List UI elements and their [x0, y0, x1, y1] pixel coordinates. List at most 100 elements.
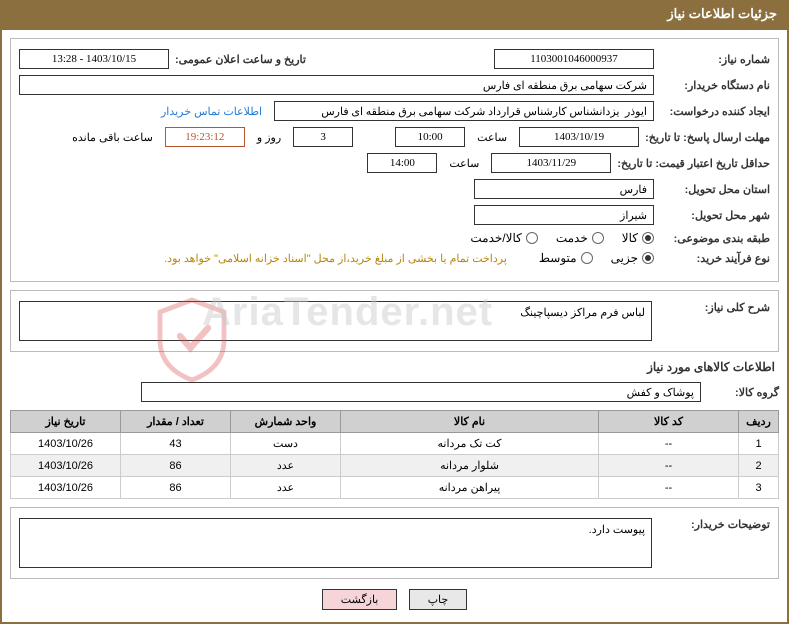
- table-cell: 2: [739, 455, 779, 477]
- payment-note: پرداخت تمام یا بخشی از مبلغ خرید،از محل …: [164, 252, 507, 265]
- purchase-type-radio-group: جزیی متوسط: [539, 251, 654, 265]
- validity-time-input[interactable]: [367, 153, 437, 173]
- back-button[interactable]: بازگشت: [322, 589, 398, 610]
- general-desc-label: شرح کلی نیاز:: [660, 301, 770, 314]
- page-title: جزئیات اطلاعات نیاز: [667, 6, 777, 21]
- announce-input[interactable]: [19, 49, 169, 69]
- table-header: ردیفکد کالانام کالاواحد شمارشتعداد / مقد…: [11, 411, 779, 433]
- radio-goods[interactable]: کالا: [622, 231, 654, 245]
- row-need-number: شماره نیاز: تاریخ و ساعت اعلان عمومی:: [19, 49, 770, 69]
- table-cell: --: [599, 477, 739, 499]
- row-buyer-org: نام دستگاه خریدار:: [19, 75, 770, 95]
- buyer-notes-section: توضیحات خریدار: پیوست دارد.: [10, 507, 779, 579]
- table-cell: 86: [121, 477, 231, 499]
- city-label: شهر محل تحویل:: [660, 209, 770, 222]
- radio-goods-service-label: کالا/خدمت: [470, 231, 521, 245]
- row-category: طبقه بندی موضوعی: کالا خدمت کالا/خدمت: [19, 231, 770, 245]
- table-row: 2--شلوار مردانهعدد861403/10/26: [11, 455, 779, 477]
- radio-service-label: خدمت: [556, 231, 588, 245]
- province-input[interactable]: [474, 179, 654, 199]
- countdown-input: [165, 127, 245, 147]
- table-cell: 1: [739, 433, 779, 455]
- buyer-org-label: نام دستگاه خریدار:: [660, 79, 770, 92]
- days-label: روز و: [257, 131, 281, 144]
- radio-small-label: جزیی: [611, 251, 638, 265]
- city-input[interactable]: [474, 205, 654, 225]
- row-deadline: مهلت ارسال پاسخ: تا تاریخ: ساعت روز و سا…: [19, 127, 770, 147]
- table-col-3: واحد شمارش: [231, 411, 341, 433]
- goods-table: ردیفکد کالانام کالاواحد شمارشتعداد / مقد…: [10, 410, 779, 499]
- need-number-input[interactable]: [494, 49, 654, 69]
- table-cell: 1403/10/26: [11, 455, 121, 477]
- requester-label: ایجاد کننده درخواست:: [660, 105, 770, 118]
- table-body: 1--کت تک مردانهدست431403/10/262--شلوار م…: [11, 433, 779, 499]
- buyer-notes-input[interactable]: پیوست دارد.: [19, 518, 652, 568]
- form-details-section: شماره نیاز: تاریخ و ساعت اعلان عمومی: نا…: [10, 38, 779, 282]
- validity-date-input[interactable]: [491, 153, 611, 173]
- print-button[interactable]: چاپ: [409, 589, 468, 610]
- button-row: چاپ بازگشت: [10, 579, 779, 614]
- table-col-4: تعداد / مقدار: [121, 411, 231, 433]
- table-cell: 86: [121, 455, 231, 477]
- table-cell: --: [599, 433, 739, 455]
- table-col-1: کد کالا: [599, 411, 739, 433]
- need-number-label: شماره نیاز:: [660, 53, 770, 66]
- goods-section-title: اطلاعات کالاهای مورد نیاز: [14, 360, 775, 374]
- table-cell: 1403/10/26: [11, 433, 121, 455]
- table-cell: پیراهن مردانه: [341, 477, 599, 499]
- row-group: گروه کالا:: [10, 382, 779, 402]
- table-cell: عدد: [231, 477, 341, 499]
- table-cell: دست: [231, 433, 341, 455]
- time-label-1: ساعت: [477, 131, 507, 144]
- general-desc-section: شرح کلی نیاز: لباس فرم مراکز دیسپاچینگ: [10, 290, 779, 352]
- radio-medium-label: متوسط: [539, 251, 577, 265]
- contact-link[interactable]: اطلاعات تماس خریدار: [161, 105, 262, 118]
- radio-medium-circle: [581, 252, 593, 264]
- radio-small-circle: [642, 252, 654, 264]
- deadline-date-input[interactable]: [519, 127, 639, 147]
- page-header: جزئیات اطلاعات نیاز: [0, 0, 789, 28]
- main-container: AriaTender.net شماره نیاز: تاریخ و ساعت …: [0, 28, 789, 624]
- table-col-0: ردیف: [739, 411, 779, 433]
- category-label: طبقه بندی موضوعی:: [660, 232, 770, 245]
- table-col-5: تاریخ نیاز: [11, 411, 121, 433]
- province-label: استان محل تحویل:: [660, 183, 770, 196]
- table-row: 1--کت تک مردانهدست431403/10/26: [11, 433, 779, 455]
- radio-goods-service-circle: [526, 232, 538, 244]
- table-cell: عدد: [231, 455, 341, 477]
- purchase-type-label: نوع فرآیند خرید:: [660, 252, 770, 265]
- watermark-shield-icon: [152, 295, 232, 385]
- group-input[interactable]: [141, 382, 701, 402]
- row-purchase-type: نوع فرآیند خرید: جزیی متوسط پرداخت تمام …: [19, 251, 770, 265]
- radio-service-circle: [592, 232, 604, 244]
- deadline-label: مهلت ارسال پاسخ: تا تاریخ:: [645, 131, 770, 144]
- announce-label: تاریخ و ساعت اعلان عمومی:: [175, 53, 306, 66]
- radio-goods-circle: [642, 232, 654, 244]
- table-cell: 43: [121, 433, 231, 455]
- radio-goods-label: کالا: [622, 231, 638, 245]
- table-cell: شلوار مردانه: [341, 455, 599, 477]
- buyer-notes-label: توضیحات خریدار:: [660, 518, 770, 531]
- requester-input[interactable]: [274, 101, 654, 121]
- table-cell: کت تک مردانه: [341, 433, 599, 455]
- remaining-label: ساعت باقی مانده: [72, 131, 153, 144]
- table-cell: 3: [739, 477, 779, 499]
- validity-label: حداقل تاریخ اعتبار قیمت: تا تاریخ:: [617, 157, 770, 170]
- radio-service[interactable]: خدمت: [556, 231, 604, 245]
- radio-small[interactable]: جزیی: [611, 251, 654, 265]
- table-col-2: نام کالا: [341, 411, 599, 433]
- group-label: گروه کالا:: [709, 386, 779, 399]
- time-label-2: ساعت: [449, 157, 479, 170]
- table-row: 3--پیراهن مردانهعدد861403/10/26: [11, 477, 779, 499]
- general-desc-input[interactable]: لباس فرم مراکز دیسپاچینگ: [19, 301, 652, 341]
- row-validity: حداقل تاریخ اعتبار قیمت: تا تاریخ: ساعت: [19, 153, 770, 173]
- table-cell: 1403/10/26: [11, 477, 121, 499]
- row-city: شهر محل تحویل:: [19, 205, 770, 225]
- row-requester: ایجاد کننده درخواست: اطلاعات تماس خریدار: [19, 101, 770, 121]
- radio-medium[interactable]: متوسط: [539, 251, 593, 265]
- days-count-input[interactable]: [293, 127, 353, 147]
- buyer-org-input[interactable]: [19, 75, 654, 95]
- radio-goods-service[interactable]: کالا/خدمت: [470, 231, 537, 245]
- deadline-time-input[interactable]: [395, 127, 465, 147]
- row-province: استان محل تحویل:: [19, 179, 770, 199]
